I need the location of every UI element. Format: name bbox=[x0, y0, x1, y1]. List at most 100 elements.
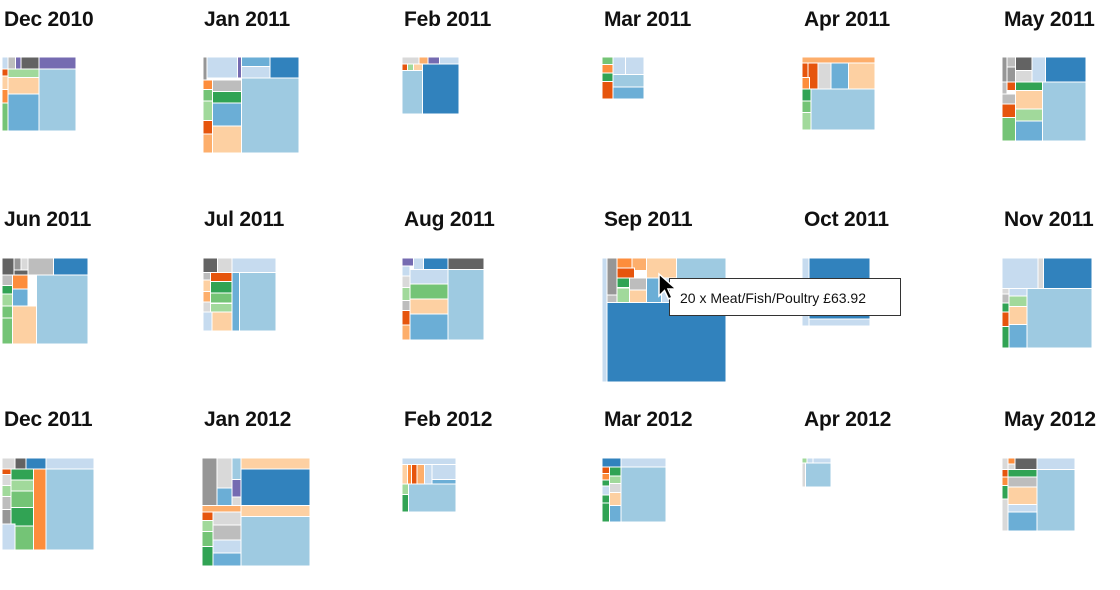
treemap-tile[interactable] bbox=[401, 287, 411, 302]
treemap-tile[interactable] bbox=[601, 457, 622, 468]
treemap-tile[interactable] bbox=[401, 464, 408, 485]
treemap-tile[interactable] bbox=[401, 457, 457, 465]
treemap-tile[interactable] bbox=[805, 462, 832, 488]
treemap-tile[interactable] bbox=[7, 77, 40, 95]
treemap-tile[interactable] bbox=[202, 279, 211, 293]
treemap-tile[interactable] bbox=[13, 257, 22, 271]
treemap-tile[interactable] bbox=[407, 63, 414, 72]
treemap-tile[interactable] bbox=[1, 75, 9, 91]
treemap-tile[interactable] bbox=[216, 457, 233, 489]
treemap-tile[interactable] bbox=[211, 311, 233, 332]
treemap-tile[interactable] bbox=[1, 485, 12, 498]
treemap-tile[interactable] bbox=[601, 257, 608, 383]
treemap[interactable] bbox=[202, 257, 277, 332]
treemap-tile[interactable] bbox=[1001, 469, 1009, 478]
treemap-tile[interactable] bbox=[269, 56, 300, 79]
treemap-tile[interactable] bbox=[806, 457, 814, 464]
treemap-tile[interactable] bbox=[409, 269, 449, 285]
treemap-tile[interactable] bbox=[1006, 66, 1016, 83]
treemap-tile[interactable] bbox=[7, 93, 40, 132]
treemap-tile[interactable] bbox=[1014, 81, 1043, 92]
treemap-tile[interactable] bbox=[620, 457, 667, 468]
treemap[interactable] bbox=[801, 457, 832, 488]
treemap-tile[interactable] bbox=[209, 292, 233, 304]
treemap-tile[interactable] bbox=[1, 257, 15, 276]
treemap-tile[interactable] bbox=[212, 524, 242, 541]
treemap-tile[interactable] bbox=[401, 275, 411, 288]
treemap-tile[interactable] bbox=[808, 318, 871, 327]
treemap-tile[interactable] bbox=[202, 257, 219, 274]
treemap-tile[interactable] bbox=[231, 457, 242, 481]
treemap-tile[interactable] bbox=[202, 291, 211, 303]
treemap-tile[interactable] bbox=[401, 63, 409, 72]
treemap-tile[interactable] bbox=[216, 487, 233, 506]
treemap-tile[interactable] bbox=[601, 64, 614, 74]
treemap-tile[interactable] bbox=[231, 496, 242, 507]
treemap-tile[interactable] bbox=[1001, 81, 1008, 95]
treemap-tile[interactable] bbox=[431, 464, 457, 481]
treemap-tile[interactable] bbox=[1007, 476, 1038, 488]
treemap-tile[interactable] bbox=[11, 305, 37, 345]
treemap-tile[interactable] bbox=[1007, 457, 1016, 465]
treemap-tile[interactable] bbox=[422, 257, 449, 270]
treemap-tile[interactable] bbox=[7, 68, 40, 79]
treemap-tile[interactable] bbox=[35, 274, 89, 345]
treemap-tile[interactable] bbox=[401, 70, 423, 115]
treemap-tile[interactable] bbox=[10, 468, 34, 481]
treemap-tile[interactable] bbox=[409, 313, 449, 341]
treemap-tile[interactable] bbox=[447, 257, 485, 270]
treemap-tile[interactable] bbox=[209, 280, 233, 294]
treemap-tile[interactable] bbox=[1, 285, 13, 295]
treemap-tile[interactable] bbox=[418, 56, 429, 65]
treemap-tile[interactable] bbox=[625, 56, 645, 76]
treemap-tile[interactable] bbox=[45, 457, 95, 470]
treemap[interactable] bbox=[801, 56, 876, 131]
treemap-tile[interactable] bbox=[601, 485, 611, 496]
treemap-tile[interactable] bbox=[209, 272, 233, 282]
treemap-tile[interactable] bbox=[1014, 120, 1043, 142]
treemap-tile[interactable] bbox=[427, 56, 441, 65]
treemap-tile[interactable] bbox=[1014, 108, 1043, 122]
treemap-tile[interactable] bbox=[401, 300, 411, 311]
treemap-tile[interactable] bbox=[1001, 117, 1016, 142]
treemap-tile[interactable] bbox=[1008, 295, 1028, 308]
treemap-tile[interactable] bbox=[212, 552, 242, 567]
treemap-tile[interactable] bbox=[412, 63, 423, 72]
treemap-tile[interactable] bbox=[1036, 469, 1076, 532]
treemap-tile[interactable] bbox=[817, 62, 832, 90]
treemap-tile[interactable] bbox=[11, 274, 29, 290]
treemap-tile[interactable] bbox=[408, 483, 457, 513]
treemap-tile[interactable] bbox=[202, 311, 213, 332]
treemap-tile[interactable] bbox=[801, 462, 806, 488]
treemap-tile[interactable] bbox=[1001, 56, 1008, 83]
treemap-tile[interactable] bbox=[1001, 93, 1016, 105]
treemap-tile[interactable] bbox=[1007, 504, 1038, 513]
treemap-tile[interactable] bbox=[848, 62, 876, 90]
treemap-tile[interactable] bbox=[601, 472, 611, 481]
treemap-tile[interactable] bbox=[1026, 288, 1093, 349]
treemap-tile[interactable] bbox=[1, 457, 16, 470]
treemap-tile[interactable] bbox=[1014, 69, 1033, 83]
treemap-tile[interactable] bbox=[1, 523, 16, 551]
treemap-tile[interactable] bbox=[209, 302, 233, 313]
treemap-tile[interactable] bbox=[601, 494, 611, 504]
treemap-tile[interactable] bbox=[1037, 257, 1044, 290]
treemap-tile[interactable] bbox=[609, 466, 622, 477]
treemap[interactable] bbox=[201, 457, 311, 567]
treemap-tile[interactable] bbox=[616, 277, 630, 289]
treemap-tile[interactable] bbox=[7, 56, 16, 70]
treemap-tile[interactable] bbox=[801, 88, 812, 102]
treemap-tile[interactable] bbox=[231, 257, 277, 274]
treemap[interactable] bbox=[1001, 56, 1087, 142]
treemap-tile[interactable] bbox=[32, 468, 47, 551]
treemap-tile[interactable] bbox=[27, 257, 55, 276]
treemap-tile[interactable] bbox=[1, 305, 13, 319]
treemap-tile[interactable] bbox=[10, 479, 34, 492]
treemap-tile[interactable] bbox=[212, 125, 242, 154]
treemap-tile[interactable] bbox=[606, 257, 618, 296]
treemap-tile[interactable] bbox=[401, 483, 409, 496]
treemap-tile[interactable] bbox=[10, 507, 34, 527]
treemap-tile[interactable] bbox=[409, 283, 449, 300]
treemap-tile[interactable] bbox=[1007, 469, 1038, 478]
treemap-tile[interactable] bbox=[240, 515, 311, 567]
